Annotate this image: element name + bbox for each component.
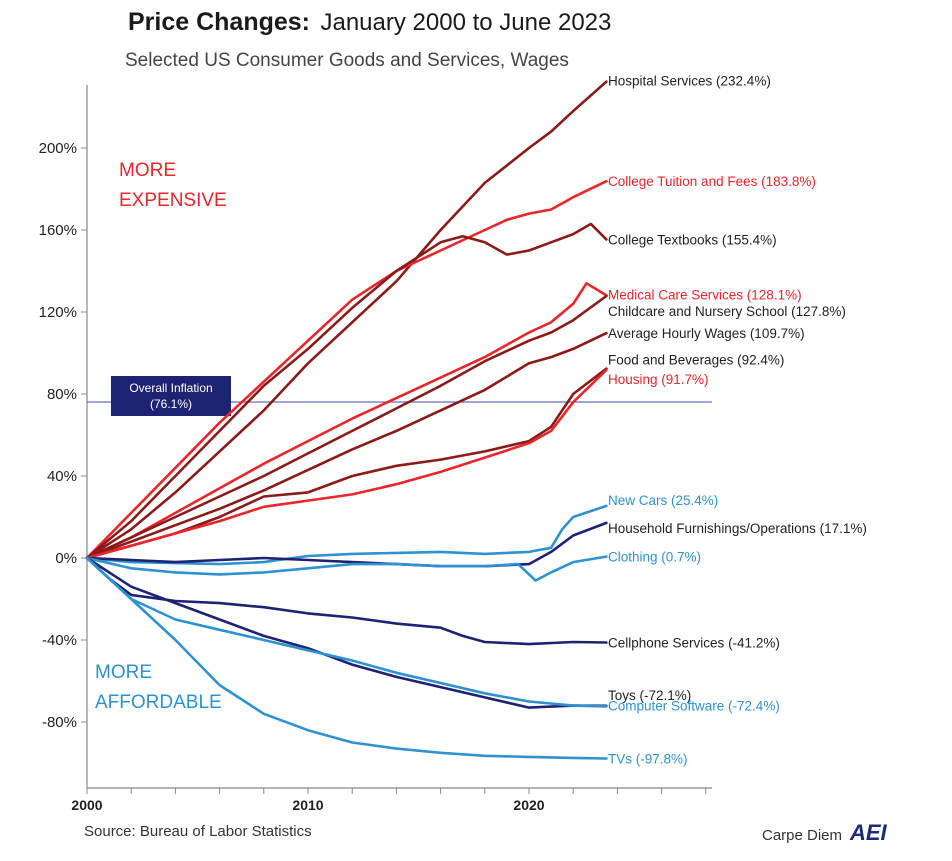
more-affordable-line1: MORE (95, 662, 152, 683)
series-label: Household Furnishings/Operations (17.1%) (608, 521, 867, 536)
series-line (85, 556, 608, 708)
series-line (85, 222, 608, 560)
overall-inflation-label-line2: (76.1%) (150, 397, 192, 411)
series-line (85, 331, 608, 560)
chart-subtitle: Selected US Consumer Goods and Services,… (125, 50, 569, 71)
series-label: TVs (-97.8%) (608, 752, 688, 767)
series-label: Housing (91.7%) (608, 372, 709, 387)
more-affordable-line2: AFFORDABLE (95, 692, 222, 713)
x-tick-label: 2020 (513, 797, 544, 813)
series-line (85, 294, 608, 560)
series-label: College Tuition and Fees (183.8%) (608, 174, 816, 189)
series-label: Cellphone Services (-41.2%) (608, 636, 780, 651)
source-note: Source: Bureau of Labor Statistics (84, 823, 312, 840)
series-labels: Hospital Services (232.4%) College Tuitio… (608, 74, 867, 767)
series-line (85, 368, 608, 560)
series-label: College Textbooks (155.4%) (608, 232, 777, 247)
series-lines (85, 80, 608, 760)
series-line (85, 556, 608, 709)
series-line (85, 556, 608, 646)
y-axis-ticks: 200% 160% 120% 80% 40% 0% -40% -80% (39, 140, 87, 731)
chart-title-strong: Price Changes: (128, 8, 310, 36)
series-line (85, 504, 608, 566)
x-axis-ticks: 2000 2010 2020 (71, 788, 707, 813)
chart-title-rest: January 2000 to June 2023 (320, 9, 611, 36)
series-line (85, 281, 608, 560)
series-label: Average Hourly Wages (109.7%) (608, 326, 805, 341)
series-label: Medical Care Services (128.1%) (608, 287, 802, 302)
y-tick-label: 160% (39, 222, 77, 239)
series-label: Hospital Services (232.4%) (608, 74, 771, 89)
series-line (85, 556, 608, 760)
y-tick-label: 0% (55, 550, 77, 567)
y-tick-label: 80% (47, 386, 77, 403)
x-tick-label: 2010 (292, 797, 323, 813)
y-tick-label: 40% (47, 468, 77, 485)
y-tick-label: -40% (42, 632, 77, 649)
chart-title: Price Changes: January 2000 to June 2023 (128, 8, 611, 36)
y-tick-label: 120% (39, 304, 77, 321)
series-label: New Cars (25.4%) (608, 493, 718, 508)
x-tick-label: 2000 (71, 797, 102, 813)
y-tick-label: 200% (39, 140, 77, 157)
overall-inflation-box (111, 376, 231, 416)
y-tick-label: -80% (42, 714, 77, 731)
overall-inflation-label: Overall Inflation (76.1%) (111, 376, 231, 416)
series-label: Clothing (0.7%) (608, 550, 701, 565)
series-line (85, 80, 608, 560)
more-expensive-line2: EXPENSIVE (119, 190, 227, 211)
brand-text: Carpe Diem (762, 827, 842, 844)
series-label: Toys (-72.1%) (608, 688, 691, 703)
series-label: Childcare and Nursery School (127.8%) (608, 304, 846, 319)
overall-inflation-label-line1: Overall Inflation (129, 381, 212, 395)
series-label: Computer Software (-72.4%) (608, 698, 780, 713)
series-line (85, 555, 608, 582)
series-label: Food and Beverages (92.4%) (608, 353, 784, 368)
aei-logo: AEI (849, 820, 888, 845)
more-expensive-line1: MORE (119, 160, 176, 181)
